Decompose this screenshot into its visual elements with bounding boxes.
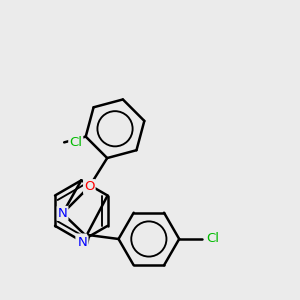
Text: O: O xyxy=(84,180,94,193)
Text: Cl: Cl xyxy=(69,136,82,149)
Text: Cl: Cl xyxy=(207,232,220,245)
Text: N: N xyxy=(76,235,86,248)
Text: N: N xyxy=(58,207,68,220)
Text: N: N xyxy=(78,236,88,249)
